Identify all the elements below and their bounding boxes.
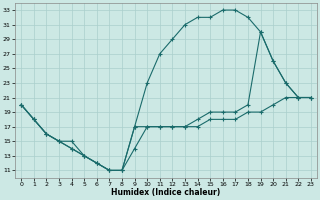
X-axis label: Humidex (Indice chaleur): Humidex (Indice chaleur)	[111, 188, 221, 197]
